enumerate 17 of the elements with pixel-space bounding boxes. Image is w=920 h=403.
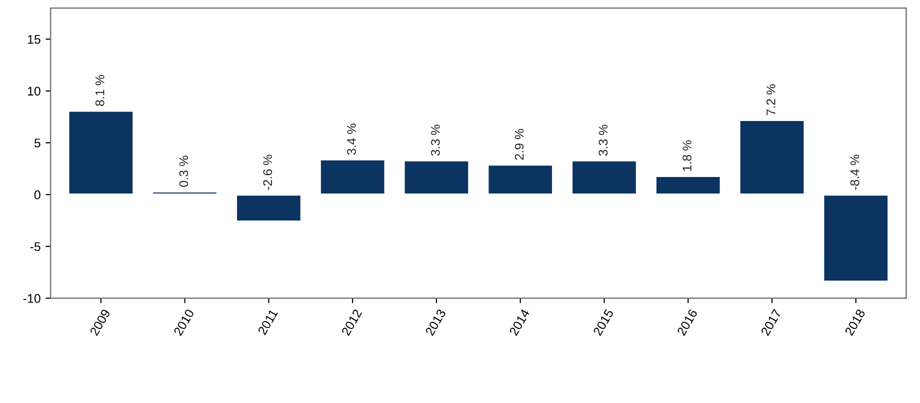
y-tick-label: -10 [23,294,40,303]
data-label: 8.1 % [95,74,104,106]
data-label: -8.4 % [850,154,860,190]
y-tick-label: -5 [30,242,40,252]
bar [822,194,890,283]
data-label: 0.3 % [179,156,188,187]
data-label: 3.3 % [430,124,440,156]
y-tick-label: 15 [28,35,40,44]
data-label: 3.4 % [347,124,356,155]
data-label: 7.2 % [766,84,776,116]
y-tick-label: 5 [34,138,40,148]
y-tick-label: 0 [34,190,40,200]
y-tick-label: 10 [28,86,40,96]
data-label: 2.9 % [514,128,524,160]
data-label: 3.3 % [598,124,608,156]
data-label: 1.8 % [682,140,692,171]
data-label: -2.6 % [263,154,272,190]
